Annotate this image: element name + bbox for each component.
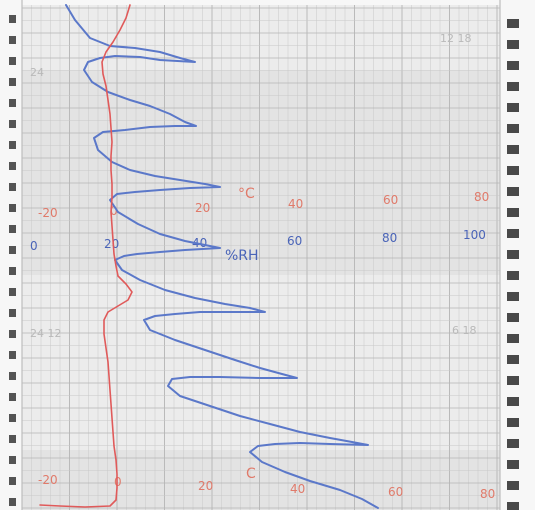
- date-label-top-left: 24: [30, 66, 44, 79]
- sprocket-hole-right: [507, 250, 519, 259]
- temp-tick-label: -20: [38, 473, 58, 487]
- temp-tick-label: -20: [38, 206, 58, 220]
- date-label-top-right: 12 18: [440, 32, 472, 45]
- sprocket-hole-right: [507, 439, 519, 448]
- sprocket-hole-right: [507, 40, 519, 49]
- humidity-scale: 0 20 40 60 80 100 %RH: [30, 228, 486, 264]
- rh-tick-label: 20: [104, 237, 119, 251]
- temp-tick-label: 60: [388, 485, 403, 499]
- sprocket-hole-left: [9, 204, 16, 212]
- sprocket-hole-left: [9, 498, 16, 506]
- temp-tick-label: 40: [290, 482, 305, 496]
- sprocket-hole-left: [9, 162, 16, 170]
- sprocket-hole-left: [9, 120, 16, 128]
- sprocket-hole-left: [9, 351, 16, 359]
- sprocket-hole-left: [9, 372, 16, 380]
- shaded-band: [22, 450, 500, 510]
- sprocket-hole-right: [507, 208, 519, 217]
- rh-tick-label: 80: [382, 231, 397, 245]
- sprocket-hole-right: [507, 82, 519, 91]
- rh-tick-label: 100: [463, 228, 486, 242]
- sprocket-hole-left: [9, 456, 16, 464]
- rh-tick-label: 60: [287, 234, 302, 248]
- temperature-scale-top: -20 0 20 40 60 80 °C: [38, 186, 489, 220]
- sprocket-hole-right: [507, 166, 519, 175]
- sprocket-hole-left: [9, 78, 16, 86]
- sprocket-hole-left: [9, 330, 16, 338]
- sprocket-hole-left: [9, 393, 16, 401]
- temp-unit-label: C: [246, 466, 256, 482]
- sprocket-hole-left: [9, 477, 16, 485]
- sprocket-hole-left: [9, 309, 16, 317]
- sprocket-hole-left: [9, 183, 16, 191]
- sprocket-hole-right: [507, 397, 519, 406]
- sprocket-hole-left: [9, 99, 16, 107]
- sprocket-hole-right: [507, 124, 519, 133]
- sprocket-hole-left: [9, 435, 16, 443]
- sprocket-hole-left: [9, 246, 16, 254]
- sprocket-hole-right: [507, 292, 519, 301]
- sprocket-hole-right: [507, 502, 519, 510]
- sprocket-hole-right: [507, 271, 519, 280]
- date-label-mid-left: 24 12: [30, 327, 62, 340]
- sprocket-hole-right: [507, 355, 519, 364]
- sprocket-hole-right: [507, 61, 519, 70]
- rh-unit-label: %RH: [225, 248, 259, 264]
- sprocket-holes: [9, 15, 519, 510]
- sprocket-hole-left: [9, 141, 16, 149]
- date-label-mid-right: 6 18: [452, 324, 477, 337]
- sprocket-hole-left: [9, 225, 16, 233]
- rh-tick-label: 0: [30, 239, 38, 253]
- sprocket-hole-right: [507, 481, 519, 490]
- temp-tick-label: 80: [474, 190, 489, 204]
- temp-tick-label: 0: [114, 475, 122, 489]
- temp-tick-label: 60: [383, 193, 398, 207]
- temperature-trace: [39, 4, 133, 508]
- sprocket-hole-right: [507, 460, 519, 469]
- sprocket-hole-right: [507, 19, 519, 28]
- sprocket-hole-right: [507, 376, 519, 385]
- sprocket-hole-right: [507, 145, 519, 154]
- temp-unit-label: °C: [238, 186, 255, 202]
- shaded-band: [22, 70, 500, 275]
- sprocket-hole-left: [9, 288, 16, 296]
- sprocket-hole-right: [507, 103, 519, 112]
- temp-tick-label: 20: [195, 201, 210, 215]
- sprocket-hole-left: [9, 414, 16, 422]
- temp-tick-label: 0: [110, 204, 118, 218]
- sprocket-hole-right: [507, 187, 519, 196]
- sprocket-hole-right: [507, 313, 519, 322]
- temp-tick-label: 20: [198, 479, 213, 493]
- sprocket-hole-right: [507, 229, 519, 238]
- sprocket-hole-left: [9, 57, 16, 65]
- temp-tick-label: 40: [288, 197, 303, 211]
- sprocket-hole-left: [9, 15, 16, 23]
- temp-tick-label: 80: [480, 487, 495, 501]
- sprocket-hole-right: [507, 418, 519, 427]
- sprocket-hole-left: [9, 267, 16, 275]
- humidity-trace: [65, 4, 379, 509]
- chart-grid: [21, 0, 501, 510]
- sprocket-hole-left: [9, 36, 16, 44]
- sprocket-hole-right: [507, 334, 519, 343]
- temperature-scale-bottom: -20 0 20 40 60 80 C: [38, 466, 495, 501]
